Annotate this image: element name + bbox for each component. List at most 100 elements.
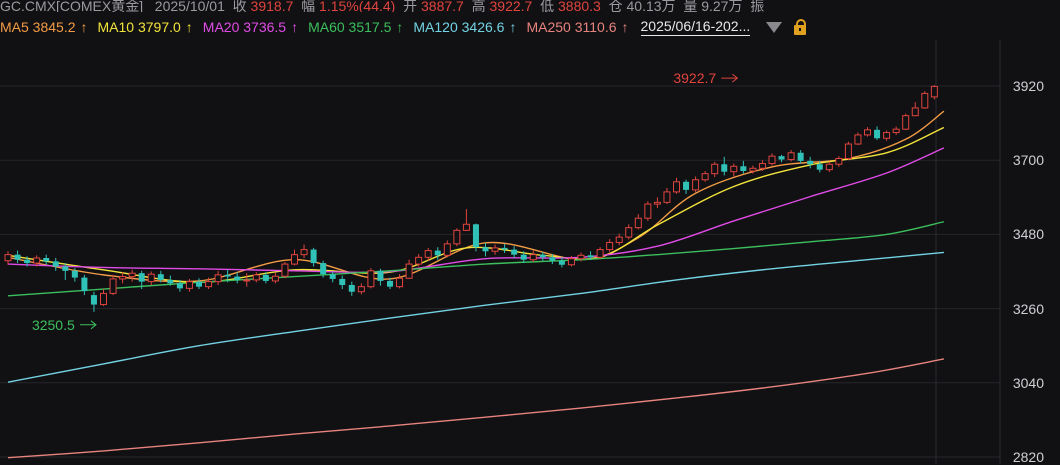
candle-up (252, 274, 260, 281)
candle-up (596, 249, 604, 258)
candle-down (224, 274, 231, 277)
candle-down (549, 257, 556, 261)
candle-down (587, 255, 594, 258)
candle-up (367, 270, 375, 288)
candle-up (921, 92, 929, 109)
legend-ma10-arrow: ↑ (185, 19, 193, 35)
ma-line-ma5 (7, 110, 945, 283)
candle-up (491, 247, 499, 252)
candle-up (864, 129, 871, 136)
candle-down (683, 181, 690, 190)
candle-up (930, 85, 938, 98)
chevron-down-icon[interactable] (766, 21, 783, 33)
candle-up (4, 254, 12, 262)
candle-up (625, 227, 633, 238)
candle-down (196, 281, 202, 287)
candle-up (147, 273, 155, 283)
candle-down (520, 254, 527, 260)
legend-ma250-arrow: ↑ (621, 19, 629, 35)
candle-down (339, 278, 346, 285)
ma-line-ma250 (7, 358, 945, 459)
candle-up (415, 256, 423, 265)
y-tick-label: 3480 (1012, 226, 1044, 243)
candle-up (787, 152, 795, 161)
candle-down (157, 274, 164, 280)
lock-icon[interactable] (794, 19, 807, 35)
candle-down (721, 164, 728, 172)
candle-down (329, 274, 336, 279)
candle-up (291, 254, 298, 265)
candle-up (844, 143, 852, 160)
candle-down (310, 249, 317, 264)
candle-up (128, 272, 136, 278)
candle-up (892, 128, 900, 134)
candle-up (730, 165, 738, 173)
candle-down (816, 164, 823, 170)
date-range-selector[interactable]: 2025/06/16-202... (640, 18, 751, 36)
candle-up (663, 191, 671, 203)
candle-up (462, 223, 470, 231)
candle-down (262, 274, 269, 281)
candle-down (234, 276, 241, 280)
candle-down (377, 270, 384, 281)
candle-down (167, 279, 174, 284)
y-tick-label: 2820 (1012, 449, 1044, 465)
legend-ma20-arrow: ↑ (291, 19, 299, 35)
ma-legend: MA5 3845.2 ↑ MA10 3797.0 ↑ MA20 3736.5 ↑ MA… (0, 14, 1060, 40)
candle-up (33, 257, 41, 264)
candle-up (911, 107, 919, 117)
kline-chart[interactable]: 3922.7 3250.5 (0, 40, 1060, 464)
legend-ma5-label: MA5 3845.2 (0, 19, 76, 35)
candle-up (701, 173, 709, 181)
candle-up (644, 203, 652, 219)
close-label: 收 (232, 0, 247, 12)
candle-up (243, 279, 251, 282)
candle-up (653, 201, 661, 205)
candle-down (472, 224, 479, 248)
change-value: 1.15%(44.4) (319, 0, 396, 12)
amplitude-label: 振 (750, 0, 765, 12)
symbol-name: GC.CMX[COMEX黄金] (0, 0, 144, 12)
candle-down (348, 284, 355, 292)
candle-up (529, 254, 537, 261)
candle-down (778, 156, 785, 160)
candle-up (119, 276, 127, 280)
y-tick-label: 3920 (1012, 78, 1044, 94)
candle-up (673, 181, 680, 193)
candle-up (692, 179, 700, 191)
low-label: 低 (540, 0, 555, 12)
quote-date: 2025/10/01 (154, 0, 225, 12)
legend-ma120-label: MA120 3426.6 (413, 19, 505, 35)
candle-up (443, 243, 451, 256)
candle-up (100, 292, 107, 306)
candle-up (883, 132, 891, 139)
candle-down (482, 247, 489, 252)
candle-down (740, 166, 747, 171)
candle-up (758, 163, 766, 169)
candle-down (24, 259, 31, 264)
low-value: 3880.3 (558, 0, 601, 12)
y-tick-label: 3040 (1012, 374, 1044, 391)
candle-up (300, 249, 308, 256)
candle-up (606, 241, 614, 251)
legend-ma120-arrow: ↑ (509, 19, 517, 35)
candle-up (749, 167, 757, 172)
high-marker-label: 3922.7 (673, 70, 716, 86)
candle-up (424, 250, 432, 258)
y-tick-label: 3260 (1012, 300, 1044, 317)
candle-up (214, 274, 222, 283)
candle-down (90, 295, 97, 305)
legend-ma10-label: MA10 3797.0 (97, 19, 181, 35)
open-value: 3887.7 (421, 0, 464, 12)
candle-down (81, 277, 88, 292)
open-label: 开 (403, 0, 418, 12)
legend-ma60-label: MA60 3517.5 (308, 19, 392, 35)
candle-up (281, 263, 289, 277)
candle-up (634, 217, 642, 229)
legend-ma60: MA60 3517.5 ↑ (308, 19, 403, 35)
candle-down (539, 254, 546, 258)
candle-down (52, 261, 59, 267)
candle-up (185, 281, 193, 289)
candle-up (854, 134, 862, 145)
legend-ma250-label: MA250 3110.6 (526, 19, 617, 35)
